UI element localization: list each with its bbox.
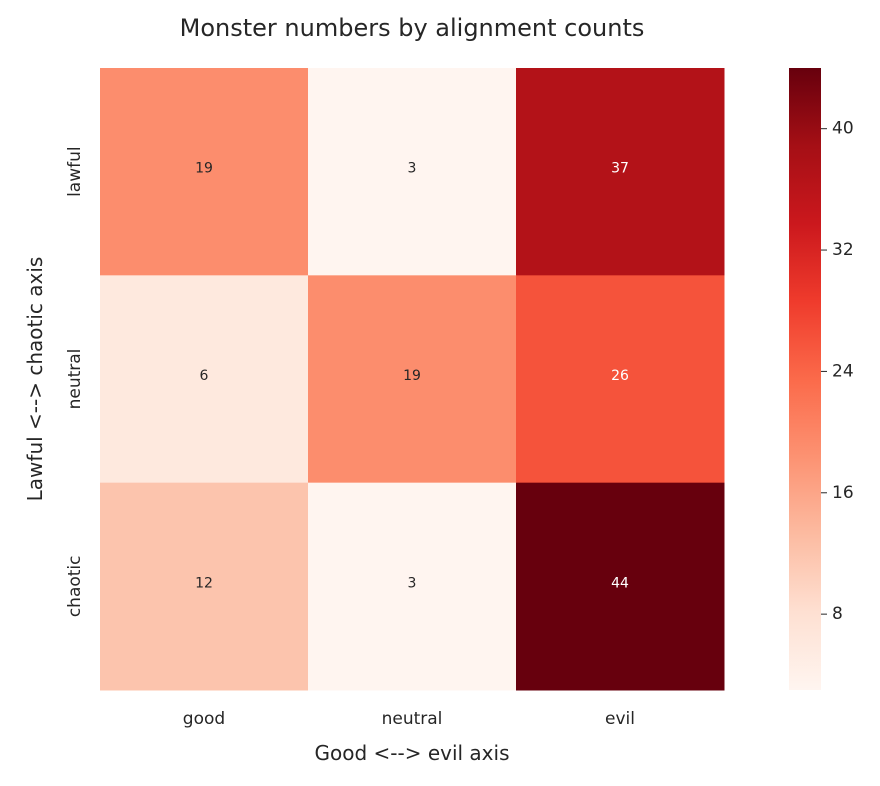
heatmap-cell-label-1-2: 26 — [611, 368, 629, 384]
y-tick-label-neutral: neutral — [65, 349, 85, 410]
heatmap-cell-1-2 — [516, 275, 725, 484]
x-tick-labels: good neutral evil — [183, 709, 635, 729]
colorbar-tick-label-16: 16 — [832, 483, 854, 503]
heatmap-cell-1-1 — [308, 275, 517, 484]
x-tick-label-evil: evil — [605, 709, 635, 729]
y-tick-labels: lawful neutral chaotic — [65, 146, 85, 617]
heatmap-cells: 19 3 37 6 19 26 12 3 44 — [100, 68, 725, 691]
y-tick-label-lawful: lawful — [65, 146, 85, 197]
heatmap-cell-2-2 — [516, 482, 725, 691]
heatmap-cell-0-0 — [100, 68, 309, 276]
heatmap-cell-label-0-0: 19 — [195, 161, 213, 177]
x-tick-label-good: good — [183, 709, 225, 729]
x-axis-label: Good <--> evil axis — [314, 741, 509, 765]
colorbar — [789, 68, 821, 690]
y-axis-label: Lawful <--> chaotic axis — [23, 257, 47, 502]
chart-title: Monster numbers by alignment counts — [180, 14, 645, 42]
x-tick-label-neutral: neutral — [382, 709, 443, 729]
heatmap-cell-2-0 — [100, 482, 309, 691]
heatmap-cell-label-2-1: 3 — [408, 575, 417, 591]
colorbar-tick-label-8: 8 — [832, 604, 843, 624]
heatmap-cell-0-1 — [308, 68, 517, 276]
heatmap-cell-label-2-2: 44 — [611, 575, 629, 591]
heatmap-cell-2-1 — [308, 482, 517, 691]
y-tick-label-chaotic: chaotic — [65, 555, 85, 617]
colorbar-tick-label-24: 24 — [832, 361, 854, 381]
colorbar-ticks: 8 16 24 32 40 — [821, 119, 854, 624]
heatmap-cell-0-2 — [516, 68, 725, 276]
heatmap-cell-label-0-2: 37 — [611, 161, 629, 177]
heatmap-cell-1-0 — [100, 275, 309, 484]
colorbar-tick-label-40: 40 — [832, 119, 854, 139]
colorbar-tick-label-32: 32 — [832, 240, 854, 260]
heatmap-cell-label-2-0: 12 — [195, 575, 213, 591]
heatmap-cell-label-1-0: 6 — [200, 368, 209, 384]
heatmap-cell-label-1-1: 19 — [403, 368, 421, 384]
heatmap-cell-label-0-1: 3 — [408, 161, 417, 177]
